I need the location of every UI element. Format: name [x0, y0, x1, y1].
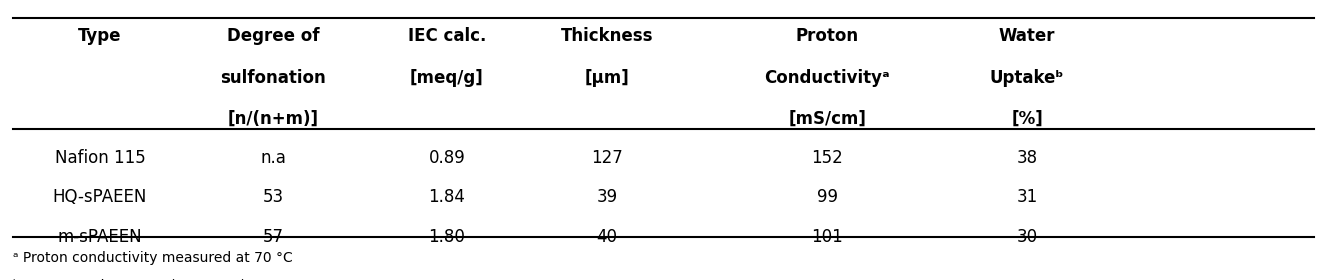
Text: [meq/g]: [meq/g] [410, 69, 484, 87]
Text: ᵃ Proton conductivity measured at 70 °C: ᵃ Proton conductivity measured at 70 °C [13, 251, 293, 265]
Text: 99: 99 [816, 188, 838, 206]
Text: 40: 40 [596, 228, 618, 246]
Text: 127: 127 [591, 149, 623, 167]
Text: Degree of: Degree of [227, 27, 320, 45]
Text: 101: 101 [811, 228, 843, 246]
Text: Uptakeᵇ: Uptakeᵇ [990, 69, 1065, 87]
Text: 38: 38 [1017, 149, 1038, 167]
Text: IEC calc.: IEC calc. [408, 27, 486, 45]
Text: 30: 30 [1017, 228, 1038, 246]
Text: HQ-sPAEEN: HQ-sPAEEN [53, 188, 147, 206]
Text: [n/(n+m)]: [n/(n+m)] [228, 110, 319, 128]
Text: 57: 57 [263, 228, 284, 246]
Text: 1.80: 1.80 [428, 228, 466, 246]
Text: n.a: n.a [260, 149, 287, 167]
Text: 53: 53 [263, 188, 284, 206]
Text: Water: Water [999, 27, 1055, 45]
Text: 1.84: 1.84 [428, 188, 466, 206]
Text: [mS/cm]: [mS/cm] [788, 110, 866, 128]
Text: [%]: [%] [1011, 110, 1043, 128]
Text: sulfonation: sulfonation [220, 69, 327, 87]
Text: 0.89: 0.89 [428, 149, 466, 167]
Text: Type: Type [79, 27, 121, 45]
Text: Conductivityᵃ: Conductivityᵃ [764, 69, 890, 87]
Text: Proton: Proton [795, 27, 859, 45]
Text: Nafion 115: Nafion 115 [55, 149, 145, 167]
Text: m-sPAEEN: m-sPAEEN [57, 228, 143, 246]
Text: ᵇ Water uptake: WU = (mₘₑₐ-mₗₕₐ)/mₗₕₐ: ᵇ Water uptake: WU = (mₘₑₐ-mₗₕₐ)/mₗₕₐ [13, 279, 277, 280]
Text: 39: 39 [596, 188, 618, 206]
Text: [μm]: [μm] [584, 69, 630, 87]
Text: 152: 152 [811, 149, 843, 167]
Text: 31: 31 [1017, 188, 1038, 206]
Text: Thickness: Thickness [560, 27, 654, 45]
